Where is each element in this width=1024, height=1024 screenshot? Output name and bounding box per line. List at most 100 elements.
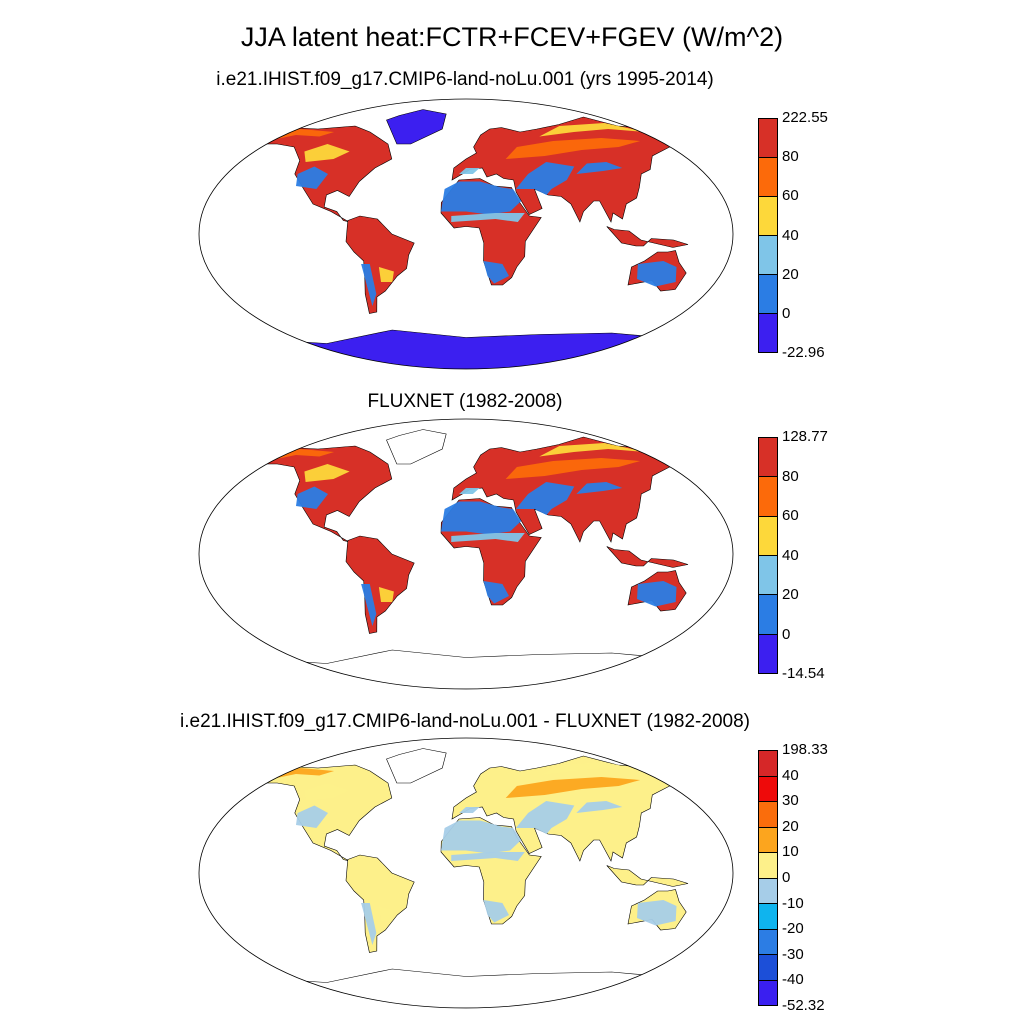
colorbar-swatch <box>759 802 777 828</box>
value-region <box>505 138 641 159</box>
value-region <box>515 162 575 195</box>
value-region <box>459 488 480 494</box>
colorbar-label: 20 <box>782 586 799 603</box>
panel-2-colorbar: 128.77 80 60 40 20 0 -14.54 <box>758 429 854 682</box>
value-region <box>576 482 623 494</box>
continent-southAmerica <box>345 854 415 953</box>
value-region <box>441 501 522 535</box>
colorbar-swatch <box>759 878 777 904</box>
colorbar-swatch <box>759 634 777 673</box>
value-region <box>539 123 646 137</box>
value-region <box>459 807 480 813</box>
colorbar-label: 40 <box>782 766 799 784</box>
continent-southAmerica <box>345 535 415 634</box>
colorbar-swatch <box>759 275 777 314</box>
continent-indonesia <box>606 865 689 887</box>
colorbar-swatch <box>759 595 777 635</box>
colorbar-box <box>758 437 778 674</box>
value-region <box>451 533 525 542</box>
value-region <box>296 805 328 828</box>
value-region <box>539 443 646 457</box>
value-region <box>451 852 525 861</box>
colorbar-label: 60 <box>782 507 799 524</box>
continent-indonesia <box>606 546 689 568</box>
value-region <box>265 449 335 461</box>
value-region <box>304 144 350 162</box>
colorbar-swatch <box>759 853 777 879</box>
panel-2-map <box>198 418 734 690</box>
colorbar-swatch <box>759 827 777 853</box>
colorbar-label: -14.54 <box>782 665 825 682</box>
map-border <box>198 737 734 1009</box>
colorbar-swatch <box>759 314 777 352</box>
value-region <box>637 900 677 926</box>
colorbar-swatch <box>759 158 777 197</box>
value-region <box>296 166 328 189</box>
value-region <box>304 783 350 801</box>
value-region <box>576 162 623 174</box>
panel-1-map <box>198 98 734 370</box>
colorbar-swatch <box>759 477 777 517</box>
value-region <box>515 482 575 515</box>
colorbar-swatch <box>759 197 777 236</box>
panel-3-map <box>198 737 734 1009</box>
colorbar-swatch <box>759 555 777 596</box>
colorbar-box <box>758 118 778 353</box>
colorbar-label: -20 <box>782 920 804 938</box>
value-region <box>637 261 677 287</box>
colorbar-label: 198.33 <box>782 741 828 758</box>
continent-greenland <box>386 748 447 784</box>
colorbar-label: 222.55 <box>782 109 828 126</box>
colorbar-label: 0 <box>782 625 791 643</box>
value-region <box>296 486 328 509</box>
map-border <box>198 98 734 370</box>
value-region <box>361 584 377 626</box>
colorbar-swatch <box>759 236 777 275</box>
colorbar-swatch <box>759 751 777 777</box>
colorbar-swatch <box>759 929 777 955</box>
colorbar-label: 128.77 <box>782 428 828 445</box>
continent-greenland <box>386 429 447 465</box>
colorbar-swatch <box>759 516 777 556</box>
panel-3-title: i.e21.IHIST.f09_g17.CMIP6-land-noLu.001 … <box>180 711 750 732</box>
colorbar-label: 40 <box>782 546 799 564</box>
value-region <box>378 906 394 921</box>
value-region <box>265 768 335 780</box>
continent-indonesia <box>606 226 689 248</box>
colorbar-label: 80 <box>782 467 799 485</box>
colorbar-label: -22.96 <box>782 344 825 361</box>
value-region <box>304 464 350 482</box>
colorbar-label: 20 <box>782 265 799 283</box>
colorbar-swatch <box>759 119 777 158</box>
map-land-layer <box>252 429 689 689</box>
colorbar-swatch <box>759 955 777 981</box>
value-region <box>361 264 377 306</box>
value-region <box>378 267 394 282</box>
panel-1-colorbar: 222.55 80 60 40 20 0 -22.96 <box>758 110 854 361</box>
colorbar-label: 10 <box>782 843 799 861</box>
colorbar-label: 80 <box>782 148 799 166</box>
colorbar-label: -30 <box>782 945 804 963</box>
value-region <box>441 820 522 854</box>
value-region <box>539 762 646 776</box>
colorbar-label: -52.32 <box>782 997 825 1014</box>
colorbar-label: 30 <box>782 792 799 810</box>
value-region <box>459 168 480 174</box>
panel-3-colorbar: 198.33 40 30 20 10 0 -10 -20 -30 -40 -52.32 <box>758 742 854 1014</box>
panel-2-title: FLUXNET (1982-2008) <box>367 391 563 412</box>
panel-1-title: i.e21.IHIST.f09_g17.CMIP6-land-noLu.001 … <box>216 69 714 90</box>
value-region <box>265 129 335 141</box>
value-region <box>515 801 575 834</box>
colorbar-box <box>758 750 778 1006</box>
figure-title: JJA latent heat:FCTR+FCEV+FGEV (W/m^2) <box>240 22 784 52</box>
value-region <box>505 458 641 479</box>
value-region <box>505 777 641 798</box>
colorbar-label: 60 <box>782 187 799 205</box>
value-region <box>483 581 509 604</box>
value-region <box>378 587 394 602</box>
value-region <box>451 213 525 222</box>
value-region <box>441 181 522 215</box>
colorbar-label: 20 <box>782 817 799 835</box>
colorbar-swatch <box>759 980 777 1005</box>
continent-greenland <box>386 109 447 145</box>
